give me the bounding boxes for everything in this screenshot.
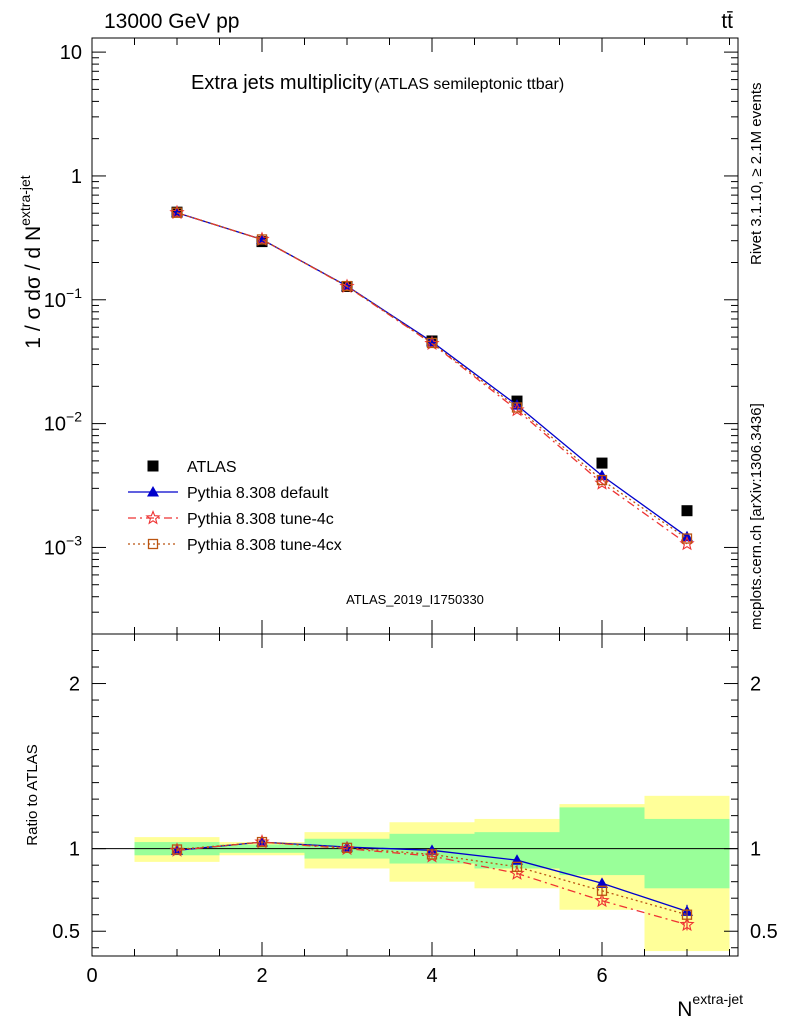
ratio-panel: 0.5 0.5 1 1 2 2 0 2 4 6 Ratio to ATLAS Nextra-je… [24,633,778,1021]
legend-label: ATLAS [187,459,237,476]
x-axis-label: Nextra-jet [677,991,743,1021]
legend-entry: Pythia 8.308 default [128,485,329,502]
data-point [681,533,693,544]
y-tick-label: 1 [71,166,82,188]
energy-label: 13000 GeV pp [104,10,239,33]
series-line [176,212,688,540]
process-label: tt̄ [721,10,733,33]
ratio-point [171,844,183,855]
ratio-point [596,877,608,888]
ratio-point [596,885,608,896]
data-point [596,457,608,469]
analysis-label: ATLAS_2019_I1750330 [346,592,484,607]
data-point [596,469,608,481]
data-point [341,280,353,292]
data-point [171,207,183,218]
x-tick-label: 0 [86,965,97,987]
ratio-panel-y-tick-labels: 0.5 0.5 1 1 2 2 [52,674,778,944]
y-tick-label: 10 [60,42,82,64]
data-point [256,234,268,245]
series-pythia-8-308-tune-4cx [171,207,693,544]
y-tick-label: 10−1 [44,285,82,312]
rivet-version-label: Rivet 3.1.10, ≥ 2.1M events [748,83,765,266]
uncertainty-band-inner [644,818,730,889]
mcplots-label: mcplots.cern.ch [arXiv:1306.3436] [748,403,765,630]
ratio-point [511,861,523,872]
ratio-panel-ticks [91,634,738,956]
ratio-y-tick-label-right: 2 [750,674,761,696]
y-tick-label: 10−3 [44,532,82,559]
legend-label: Pythia 8.308 tune-4cx [187,537,342,554]
main-panel-series [169,204,695,551]
legend: ATLAS Pythia 8.308 default Pythia 8.308 tu… [128,459,342,554]
main-plot-title: Extra jets multiplicity (ATLAS semilepton… [191,72,564,94]
ratio-point [594,892,610,908]
uncertainty-band-inner [559,807,645,876]
ratio-point [341,842,353,853]
data-point [426,337,438,349]
ratio-y-axis-label: Ratio to ATLAS [24,744,41,845]
ratio-y-tick-label: 0.5 [52,921,80,943]
ratio-series-pythia-8-308-tune-4cx [171,836,693,921]
legend-label: Pythia 8.308 default [187,485,329,502]
series-line [176,212,688,545]
main-panel-y-tick-labels: 10 1 10−1 10−2 10−3 [44,42,82,559]
legend-marker [147,486,159,497]
ratio-y-tick-label-right: 0.5 [750,921,778,943]
x-tick-labels: 0 2 4 6 [86,965,607,987]
x-tick-label: 4 [426,965,437,987]
ratio-panel-frame [91,633,739,957]
legend-entry: Pythia 8.308 tune-4cx [128,537,342,554]
ratio-point [679,916,695,932]
legend-marker [145,509,161,525]
data-point [681,505,693,517]
ratio-y-tick-label-right: 1 [750,839,761,861]
ratio-point [426,849,438,860]
ratio-panel-series [169,834,695,932]
legend-label: Pythia 8.308 tune-4c [187,511,334,528]
x-tick-label: 2 [256,965,267,987]
ratio-y-tick-label: 2 [69,674,80,696]
series-atlas [171,206,693,517]
main-panel-ticks [91,38,738,635]
legend-entry: Pythia 8.308 tune-4c [128,509,334,528]
y-tick-label: 10−2 [44,409,82,436]
legend-marker [147,460,159,472]
ratio-y-tick-label: 1 [69,839,80,861]
data-point [596,474,608,486]
x-tick-label: 6 [596,965,607,987]
main-plot-subtitle: (ATLAS semileptonic ttbar) [374,76,564,93]
ratio-point [681,909,693,920]
ratio-point [256,836,268,848]
ratio-uncertainty-bands [134,795,730,952]
legend-marker [147,538,159,550]
data-point [511,402,523,413]
main-y-axis-label: 1 / σ dσ / d Nextra-jet [17,175,45,348]
main-panel: 10 1 10−1 10−2 10−3 Extra jets multiplicity(… [17,37,739,635]
legend-entry: ATLAS [147,459,237,476]
